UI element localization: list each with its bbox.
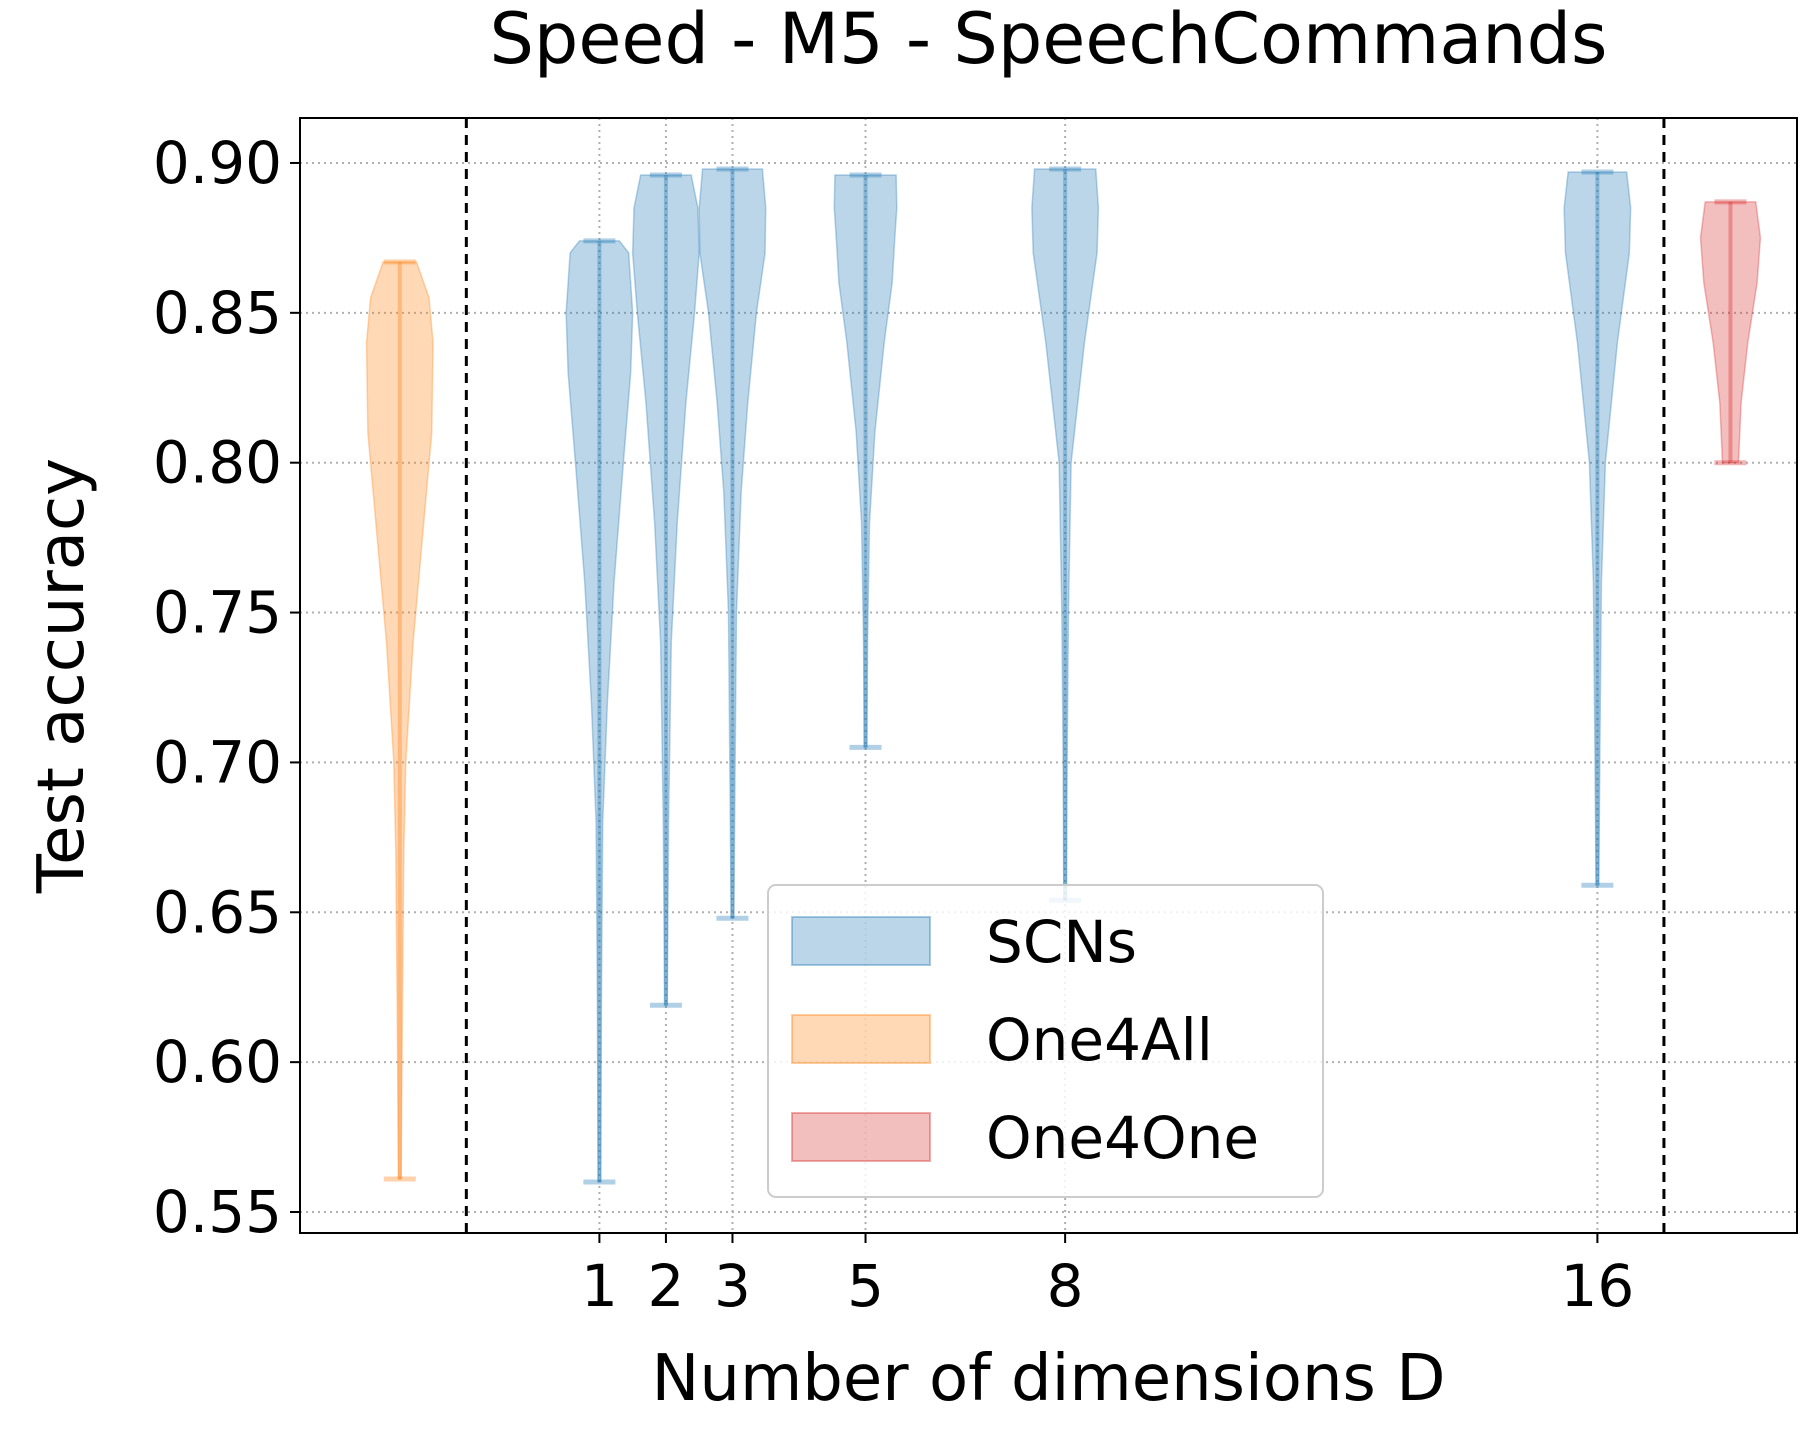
violin-body [1563, 171, 1632, 887]
violin-body [365, 261, 434, 1180]
violin-body [698, 168, 767, 920]
y-tick-label: 0.60 [153, 1028, 282, 1096]
chart-title: Speed - M5 - SpeechCommands [490, 0, 1608, 80]
violin-body [1031, 168, 1100, 902]
x-tick-label: 3 [714, 1252, 751, 1320]
legend-swatch [791, 1112, 931, 1162]
y-tick-label: 0.90 [153, 129, 282, 197]
y-tick-label: 0.65 [153, 878, 282, 946]
y-tick-label: 0.85 [153, 279, 282, 347]
legend-label: SCNs [986, 908, 1137, 976]
x-tick-label: 5 [847, 1252, 884, 1320]
y-axis-label: Test accuracy [25, 458, 99, 894]
legend-box [767, 884, 1324, 1198]
violin-body [565, 240, 634, 1183]
x-tick-label: 8 [1047, 1252, 1084, 1320]
legend-swatch [791, 1014, 931, 1064]
legend: SCNs One4All One4One [767, 884, 1324, 1198]
violin-body [1699, 201, 1762, 464]
legend-swatch [791, 916, 931, 966]
y-tick-label: 0.80 [153, 429, 282, 497]
x-tick-label: 1 [581, 1252, 618, 1320]
legend-label: One4All [986, 1006, 1213, 1074]
legend-label: One4One [986, 1104, 1259, 1172]
y-tick-label: 0.55 [153, 1178, 282, 1246]
y-tick-label: 0.70 [153, 728, 282, 796]
plot-frame [299, 117, 1798, 1234]
x-tick-label: 16 [1560, 1252, 1634, 1320]
y-tick-label: 0.75 [153, 579, 282, 647]
violin-body [631, 174, 700, 1006]
violins [365, 166, 1762, 1185]
x-axis-label: Number of dimensions D [652, 1342, 1446, 1416]
violin-body [833, 174, 898, 749]
x-tick-label: 2 [647, 1252, 684, 1320]
